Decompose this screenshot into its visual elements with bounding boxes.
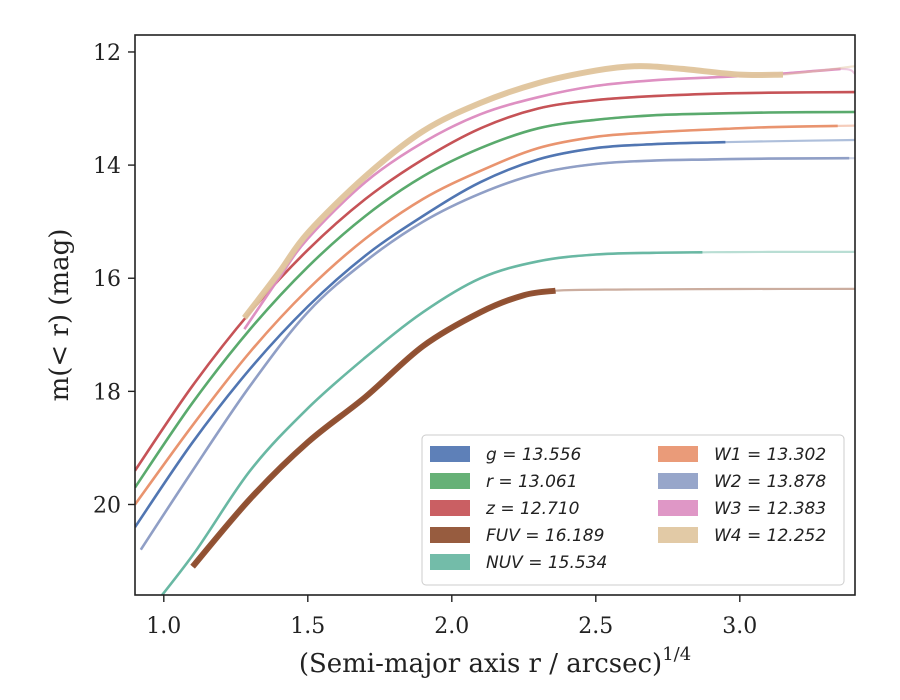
series-z-line — [135, 90, 855, 472]
plot-lines — [135, 63, 855, 595]
series-w4 — [242, 63, 855, 320]
series-z — [135, 90, 855, 472]
series-r-faint-line — [135, 110, 855, 489]
legend-item-w3: W3 = 12.383 — [658, 499, 826, 519]
series-r-line — [135, 110, 855, 489]
y-axis-ticks: 12 14 16 18 20 — [93, 41, 135, 518]
legend-swatch — [658, 473, 698, 489]
legend-item-r: r = 13.061 — [430, 472, 578, 492]
series-g — [135, 138, 855, 528]
x-axis-ticks: 1.0 1.5 2.0 2.5 3.0 — [146, 595, 757, 639]
legend-swatch — [658, 446, 698, 462]
x-axis-label-main: (Semi-major axis r / arcsec) — [299, 649, 662, 679]
legend-swatch — [430, 554, 470, 570]
legend-swatch — [430, 446, 470, 462]
series-z-faint-line — [135, 91, 855, 472]
legend-item-w4: W4 = 12.252 — [658, 526, 826, 546]
series-w1 — [135, 124, 855, 506]
series-g-line — [135, 140, 726, 528]
legend-box — [421, 434, 845, 586]
y-tick-label: 18 — [93, 380, 121, 405]
legend-swatch — [658, 527, 698, 543]
legend-label: FUV = 16.189 — [486, 526, 604, 546]
legend-item-w2: W2 = 13.878 — [658, 472, 826, 492]
x-tick-label: 3.0 — [722, 614, 757, 639]
series-w4-line — [242, 63, 784, 320]
x-tick-label: 2.0 — [434, 614, 469, 639]
series-nuv — [160, 250, 855, 595]
series-w2-line — [139, 156, 850, 551]
x-axis-label-exponent: 1/4 — [662, 644, 691, 665]
legend-swatch — [430, 473, 470, 489]
legend-swatch — [658, 500, 698, 516]
series-r — [135, 110, 855, 489]
y-axis-label: m(< r) (mag) — [45, 229, 75, 402]
legend: g = 13.556 r = 13.061 z = 12.710 FUV = 16.1… — [421, 434, 845, 586]
x-tick-label: 1.0 — [146, 614, 181, 639]
legend-label: W1 = 13.302 — [714, 445, 826, 465]
legend-item-z: z = 12.710 — [430, 499, 579, 519]
legend-label: W3 = 12.383 — [714, 499, 826, 519]
legend-label: NUV = 15.534 — [486, 553, 607, 573]
legend-item-g: g = 13.556 — [430, 445, 582, 465]
legend-swatch — [430, 527, 470, 543]
legend-swatch — [430, 500, 470, 516]
x-tick-label: 2.5 — [578, 614, 613, 639]
x-axis-label: (Semi-major axis r / arcsec)1/4 — [299, 644, 691, 679]
y-tick-label: 16 — [93, 267, 121, 292]
series-w1-line — [135, 124, 838, 506]
plot-frame — [134, 34, 856, 596]
legend-item-nuv: NUV = 15.534 — [430, 553, 607, 573]
legend-label: z = 12.710 — [485, 499, 579, 519]
legend-item-w1: W1 = 13.302 — [658, 445, 826, 465]
x-tick-label: 1.5 — [290, 614, 325, 639]
legend-label: W4 = 12.252 — [714, 526, 826, 546]
series-fuv — [190, 287, 855, 569]
y-tick-label: 12 — [93, 41, 121, 66]
y-tick-label: 14 — [93, 154, 121, 179]
legend-label: g = 13.556 — [486, 445, 582, 465]
legend-label: W2 = 13.878 — [714, 472, 826, 492]
series-w3-line — [243, 67, 841, 330]
series-nuv-line — [160, 251, 703, 595]
series-fuv-line — [190, 287, 556, 569]
legend-label: r = 13.061 — [486, 472, 578, 492]
y-tick-label: 20 — [93, 493, 121, 518]
legend-item-fuv: FUV = 16.189 — [430, 526, 604, 546]
series-w2 — [139, 156, 855, 551]
